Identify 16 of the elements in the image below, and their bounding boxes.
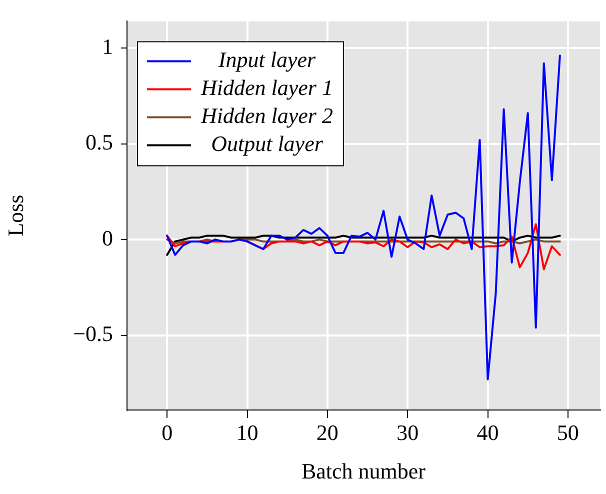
legend-label: Input layer [217,46,316,72]
y-tick-label: −0.5 [73,321,113,346]
y-tick-label: 0 [102,225,113,250]
x-axis-title: Batch number [301,458,426,484]
legend-label: Hidden layer 1 [200,74,333,100]
x-tick-label: 20 [316,420,338,445]
x-tick-label: 10 [236,420,258,445]
x-tick-label: 50 [556,420,579,445]
legend-label: Output layer [211,130,324,156]
y-axis-title: Loss [2,194,28,236]
x-tick-label: 40 [476,420,499,445]
x-tick-label: 0 [162,420,173,445]
legend-label: Hidden layer 2 [200,102,333,128]
y-tick-label: 1 [102,34,113,59]
y-tick-label: 0.5 [86,130,113,155]
x-tick-label: 30 [396,420,419,445]
